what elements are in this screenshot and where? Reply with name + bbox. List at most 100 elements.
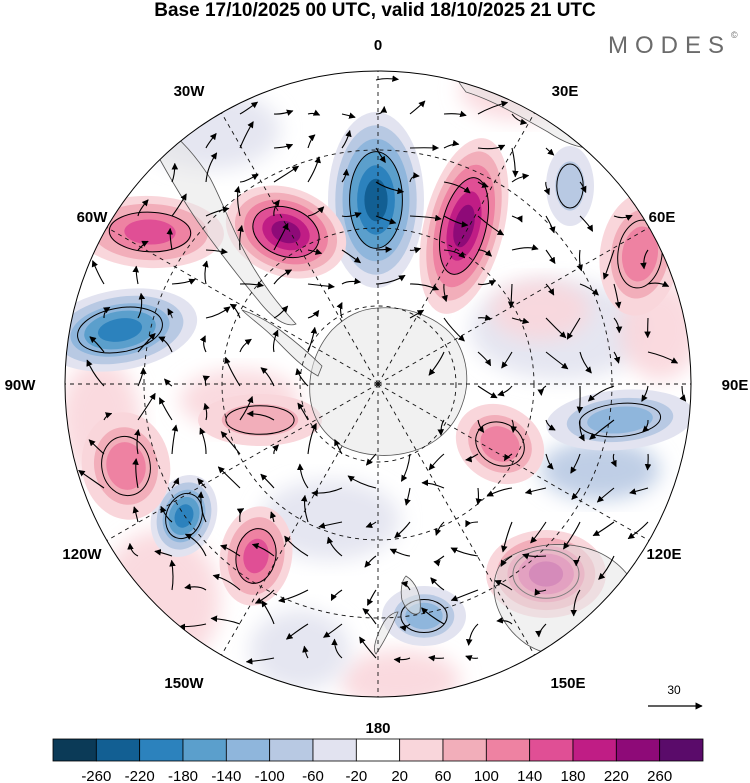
- wind-arrow: [284, 535, 309, 557]
- wind-arrow: [326, 536, 343, 557]
- background-patch: [340, 650, 460, 697]
- wind-arrow: [566, 317, 581, 340]
- wind-arrow: [224, 356, 241, 387]
- wind-arrow: [510, 419, 517, 433]
- colorbar-box: [312, 738, 357, 762]
- wind-arrow: [428, 654, 445, 662]
- wind-arrow: [103, 306, 111, 319]
- colorbar-box: [659, 738, 704, 762]
- wind-arrow: [103, 412, 113, 421]
- circulation-loop: [101, 435, 151, 497]
- wind-arrow: [359, 636, 377, 659]
- colorbar-box: [52, 738, 97, 762]
- contour-level: [364, 178, 388, 222]
- wind-arrow: [443, 181, 471, 194]
- wind-arrow: [572, 555, 581, 567]
- wind-arrow: [545, 453, 554, 470]
- wind-arrow: [679, 385, 687, 402]
- wind-arrow: [164, 378, 173, 387]
- wind-arrow: [137, 392, 156, 421]
- wind-arrow: [307, 134, 316, 149]
- lon-label-90w: 90W: [5, 377, 37, 394]
- colorbar-tick-label: -180: [168, 768, 198, 783]
- wind-arrow: [239, 338, 252, 353]
- wind-arrow: [613, 317, 623, 334]
- wind-arrow: [260, 473, 275, 489]
- wind-arrow: [307, 309, 320, 319]
- wind-arrow: [497, 385, 513, 397]
- wind-arrow: [409, 100, 426, 115]
- wind-arrow: [341, 129, 352, 149]
- wind-arrow: [500, 555, 513, 567]
- contour-level: [621, 226, 659, 282]
- contour-level: [587, 406, 653, 434]
- wind-arrow: [409, 283, 440, 291]
- wind-arrow: [545, 249, 556, 264]
- wind-arrow: [545, 215, 556, 234]
- new-zealand-south: [374, 611, 399, 655]
- circulation-loop: [77, 306, 163, 354]
- wind-arrow: [596, 487, 615, 503]
- meridian: [100, 383, 379, 545]
- meridian: [100, 223, 379, 385]
- wind-arrow: [246, 410, 275, 421]
- anomaly-neg-0: [328, 112, 424, 288]
- wind-arrow: [421, 607, 445, 625]
- wind-arrow: [220, 544, 241, 557]
- wind-arrow: [171, 162, 179, 183]
- colorbar-tick-label: 140: [517, 768, 542, 783]
- colorbar-box: [95, 738, 141, 762]
- contour-level: [243, 538, 269, 574]
- wind-arrow: [159, 397, 173, 421]
- wind-arrow: [217, 466, 241, 489]
- wind-arrow: [251, 542, 275, 557]
- meridian: [217, 106, 379, 385]
- meridian: [377, 223, 656, 385]
- wind-arrow: [496, 617, 513, 625]
- wind-arrow: [278, 589, 309, 604]
- wind-arrow: [171, 278, 196, 285]
- wind-arrow: [341, 168, 350, 183]
- colorbar-box: [442, 738, 487, 762]
- background-patch: [540, 440, 660, 500]
- wind-arrow: [134, 428, 141, 455]
- wind-arrow: [613, 214, 633, 221]
- wind-arrow: [330, 589, 343, 601]
- wind-arrow: [545, 351, 569, 370]
- wind-arrow: [137, 199, 149, 217]
- wind-arrow: [285, 623, 309, 640]
- wind-arrow: [261, 600, 275, 625]
- circulation-loop: [235, 528, 277, 584]
- lon-label-60e: 60E: [649, 209, 676, 226]
- wind-arrow: [302, 645, 309, 659]
- wind-arrow: [507, 283, 515, 309]
- wind-arrow: [127, 542, 139, 557]
- colorbar-tick-label: -140: [211, 768, 241, 783]
- colorbar-tick-label: 180: [560, 768, 585, 783]
- wind-arrow: [375, 181, 405, 195]
- wind-arrow: [184, 583, 207, 591]
- wind-arrow: [477, 100, 509, 115]
- colorbar-tick-label: -260: [81, 768, 111, 783]
- wind-arrow: [245, 657, 275, 665]
- wind-arrow: [501, 521, 513, 553]
- meridian: [377, 106, 539, 385]
- colorbar-tick-label: -100: [255, 768, 285, 783]
- wind-arrow: [307, 156, 321, 183]
- wind-arrow: [511, 173, 530, 183]
- wind-arrow: [563, 521, 581, 550]
- wind-arrow: [273, 165, 300, 183]
- meridian: [377, 383, 656, 545]
- wind-arrow: [545, 147, 555, 156]
- wind-arrow: [578, 419, 585, 442]
- contour-level: [106, 442, 146, 490]
- wind-arrow: [205, 248, 228, 255]
- contour-level: [97, 318, 143, 342]
- meridian: [217, 383, 379, 662]
- wind-arrow: [307, 206, 325, 217]
- wind-arrow: [511, 244, 539, 251]
- wind-arrow: [154, 549, 173, 557]
- wind-arrow: [341, 277, 362, 285]
- wind-arrow: [647, 351, 679, 364]
- wind-arrow: [598, 555, 615, 580]
